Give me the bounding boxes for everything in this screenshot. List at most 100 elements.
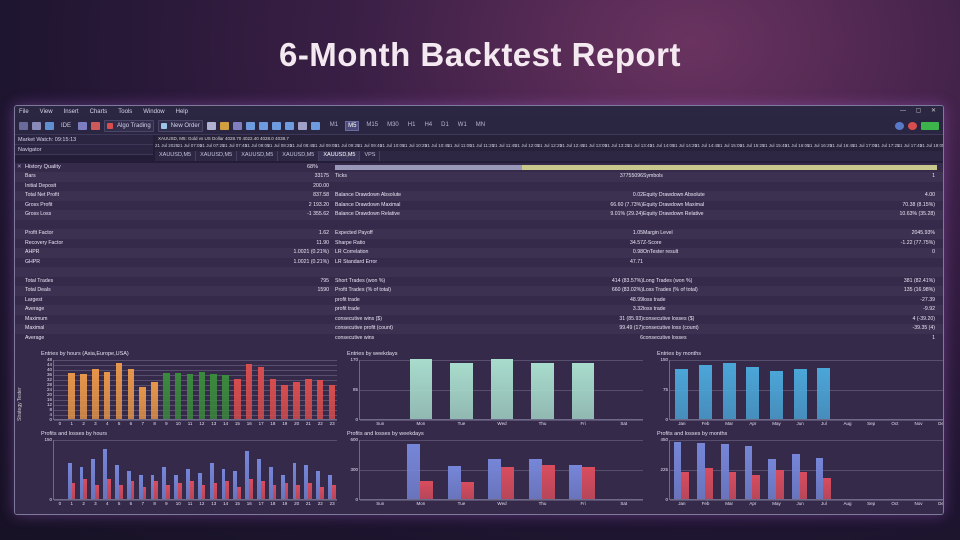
menu-item-insert[interactable]: Insert bbox=[63, 108, 79, 115]
time-tick: 21 Jul 12:45 bbox=[560, 143, 585, 148]
bar bbox=[817, 367, 831, 419]
menu-item-file[interactable]: File bbox=[19, 108, 29, 115]
time-tick: 21 Jul 09:05 bbox=[312, 143, 338, 148]
x-tick-label: Apr bbox=[749, 421, 757, 426]
stat-label: consecutive wins ($) bbox=[335, 315, 382, 322]
bar bbox=[83, 479, 88, 499]
bar bbox=[257, 459, 261, 499]
battery-icon bbox=[921, 121, 939, 130]
bar bbox=[281, 385, 288, 419]
market-watch-icon[interactable] bbox=[45, 121, 54, 130]
y-tick-label: 170 bbox=[350, 357, 358, 362]
timeframe-m1[interactable]: M1 bbox=[329, 121, 339, 128]
bar bbox=[221, 469, 226, 499]
new-chart-icon[interactable] bbox=[19, 121, 28, 130]
chart-tab[interactable]: XAUUSD,M5 bbox=[237, 151, 279, 161]
stat-row: Initial Deposit 200.00 bbox=[15, 182, 943, 192]
x-tick-label: 11 bbox=[187, 501, 193, 506]
toolbar: IDE Algo Trading New Order M1 M5 M15 M30 H1 H… bbox=[15, 117, 943, 135]
chart-tab[interactable]: XAUUSD,M5 bbox=[319, 151, 361, 161]
search-icon[interactable] bbox=[895, 121, 904, 130]
time-tick: 21 Jul 16:25 bbox=[807, 143, 833, 148]
chart-tab[interactable]: VPS bbox=[360, 151, 381, 161]
close-icon[interactable]: ✕ bbox=[17, 164, 22, 170]
tester-icon[interactable] bbox=[91, 121, 101, 130]
bar bbox=[582, 467, 596, 499]
stat-value: -1 355.62 bbox=[307, 211, 329, 217]
stat-label: Sharpe Ratio bbox=[335, 239, 366, 246]
notifications-icon[interactable] bbox=[908, 121, 917, 130]
chart-tab[interactable]: XAUUSD,M5 bbox=[155, 151, 197, 161]
x-tick-label: 13 bbox=[211, 501, 217, 506]
time-tick: 21 Jul 10:25 bbox=[402, 143, 428, 148]
stat-value: 47.71 bbox=[630, 258, 643, 265]
stat-row: Maximum consecutive wins ($) 31 (85.93) con… bbox=[15, 315, 943, 325]
strategy-tester-label: Strategy Tester bbox=[17, 387, 23, 421]
y-tick-label: 0 bbox=[49, 497, 52, 502]
bar bbox=[79, 467, 84, 499]
x-tick-label: 21 bbox=[305, 501, 311, 506]
x-tick-label: 19 bbox=[282, 421, 288, 426]
bar bbox=[792, 453, 800, 499]
menu-item-help[interactable]: Help bbox=[175, 108, 188, 115]
profiles-icon[interactable] bbox=[32, 121, 41, 130]
new-order-button[interactable]: New Order bbox=[157, 119, 203, 132]
zoom-in-icon[interactable] bbox=[245, 121, 255, 130]
menu-item-view[interactable]: View bbox=[39, 108, 53, 115]
timeframe-m30[interactable]: M30 bbox=[387, 121, 399, 128]
zoom-out-icon[interactable] bbox=[258, 121, 268, 130]
time-tick: 21 Jul 2025 bbox=[155, 143, 179, 148]
line-chart-icon[interactable] bbox=[232, 121, 242, 130]
time-tick: 21 Jul 18:05 bbox=[920, 143, 943, 148]
menu-item-charts[interactable]: Charts bbox=[89, 108, 108, 115]
x-tick-label: 6 bbox=[129, 421, 133, 426]
candles-icon[interactable] bbox=[219, 121, 229, 130]
bar bbox=[328, 475, 332, 499]
chart-tabs: XAUUSD,M5 XAUUSD,M5 XAUUSD,M5 XAUUSD,M5 XAUU… bbox=[155, 151, 943, 161]
menu-item-window[interactable]: Window bbox=[143, 108, 165, 115]
gridline bbox=[54, 380, 337, 381]
stat-value: 0.98 bbox=[632, 249, 643, 255]
y-tick-label: 0 bbox=[665, 497, 668, 502]
timeframe-d1[interactable]: D1 bbox=[441, 121, 449, 128]
stat-label: Recovery Factor bbox=[25, 239, 64, 246]
bar bbox=[768, 459, 777, 499]
history-quality-bar bbox=[335, 165, 937, 170]
time-tick: 21 Jul 08:25 bbox=[267, 143, 293, 148]
terminal-icon[interactable] bbox=[78, 121, 88, 130]
ide-button[interactable]: IDE bbox=[61, 122, 72, 129]
stat-label: Average bbox=[25, 306, 45, 312]
x-tick-label: 16 bbox=[246, 501, 252, 506]
timeframe-h4[interactable]: H4 bbox=[424, 121, 433, 128]
crosshair-icon[interactable] bbox=[310, 121, 320, 130]
bar bbox=[447, 466, 461, 499]
bar-chart-icon[interactable] bbox=[206, 121, 216, 130]
chart-tab[interactable]: XAUUSD,M5 bbox=[196, 151, 238, 161]
chart-timeline[interactable]: XAUUSD, M5: Gold vs US Dollar 4028.70 40… bbox=[155, 135, 943, 151]
algo-trading-button[interactable]: Algo Trading bbox=[104, 119, 154, 132]
gridline bbox=[54, 405, 337, 406]
y-tick-label: 600 bbox=[350, 437, 358, 442]
indicators-icon[interactable] bbox=[297, 121, 307, 130]
history-quality-fill bbox=[335, 165, 522, 170]
grid-icon[interactable] bbox=[271, 121, 281, 130]
timeframe-m5[interactable]: M5 bbox=[345, 120, 360, 131]
timeframe-w1[interactable]: W1 bbox=[457, 121, 467, 128]
x-tick-label: Aug bbox=[843, 421, 852, 426]
x-tick-label: 9 bbox=[165, 501, 168, 506]
stat-label: loss trade bbox=[643, 306, 666, 312]
timeframe-h1[interactable]: H1 bbox=[407, 121, 416, 128]
scroll-icon[interactable] bbox=[284, 121, 294, 130]
market-watch-header[interactable]: Market Watch: 09:15:13 bbox=[15, 135, 153, 145]
chart-tab[interactable]: XAUUSD,M5 bbox=[278, 151, 320, 161]
bar bbox=[115, 465, 119, 499]
gridline bbox=[360, 440, 643, 441]
timeframe-m15[interactable]: M15 bbox=[366, 121, 379, 128]
bar bbox=[210, 374, 217, 419]
timeframe-mn[interactable]: MN bbox=[475, 121, 486, 128]
bar bbox=[162, 467, 167, 499]
navigator-header[interactable]: Navigator bbox=[15, 145, 153, 155]
window-controls[interactable]: — ▢ ✕ bbox=[899, 108, 940, 114]
menu-item-tools[interactable]: Tools bbox=[118, 108, 133, 115]
stat-row: Average consecutive wins 6 consecutive loss… bbox=[15, 334, 943, 344]
